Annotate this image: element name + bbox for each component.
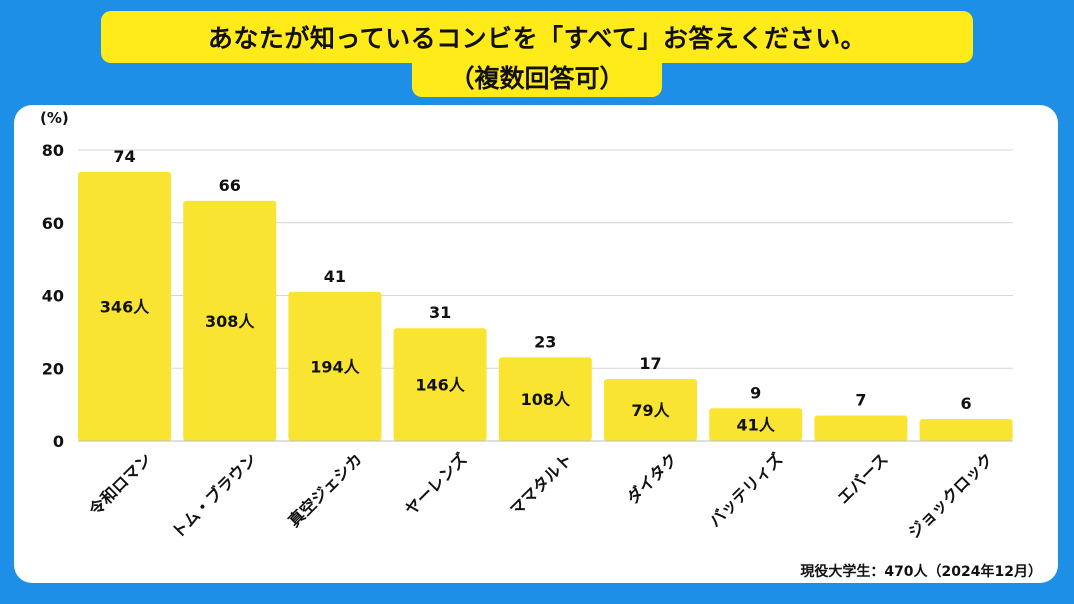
bar-9 (919, 419, 1013, 441)
bar-4 (393, 328, 487, 441)
value-label: 17 (639, 354, 661, 373)
footer-note: 現役大学生：470人（2024年12月） (800, 564, 1042, 580)
bar-2 (183, 200, 277, 441)
bar-1 (78, 171, 171, 441)
x-tick-label: ママタルト (506, 449, 576, 519)
y-tick-label: 20 (42, 359, 64, 378)
count-label: 79人 (631, 401, 670, 420)
x-tick-label: バッテリィズ (705, 449, 786, 530)
count-label: 194人 (310, 357, 360, 376)
count-label: 146人 (415, 376, 465, 395)
value-label: 7 (855, 391, 866, 410)
bar-5 (498, 357, 592, 441)
value-label: 66 (219, 176, 241, 195)
count-label: 41人 (737, 416, 776, 435)
bar-6 (604, 379, 697, 441)
count-label: 346人 (100, 297, 150, 316)
value-label: 23 (534, 332, 556, 351)
chart-title-line2: （複数回答可） (412, 56, 662, 97)
y-axis-unit-label: (%) (40, 109, 69, 127)
x-tick-label: エバース (834, 449, 892, 507)
y-tick-label: 0 (53, 432, 64, 451)
x-tick-label: 令和ロマン (85, 449, 156, 520)
y-tick-label: 80 (42, 141, 64, 160)
x-tick-label: ダイタク (623, 449, 681, 507)
bar-8 (814, 415, 908, 441)
count-label: 108人 (521, 390, 571, 409)
chart-title-line1: あなたが知っているコンビを「すべて」お答えください。 (101, 11, 973, 63)
value-label: 6 (961, 394, 972, 413)
y-tick-label: 60 (42, 214, 64, 233)
value-label: 31 (429, 303, 451, 322)
y-tick-label: 40 (42, 287, 64, 306)
x-tick-label: ジョックロック (904, 449, 997, 542)
x-tick-label: トム・ブラウン (168, 449, 261, 542)
value-label: 41 (324, 267, 346, 286)
bar-7 (709, 408, 803, 441)
bar-3 (288, 291, 382, 441)
count-label: 308人 (205, 312, 255, 331)
value-label: 74 (113, 147, 135, 166)
value-label: 9 (750, 383, 761, 402)
x-tick-label: ヤーレンズ (401, 449, 471, 519)
x-tick-label: 真空ジェシカ (284, 449, 365, 530)
